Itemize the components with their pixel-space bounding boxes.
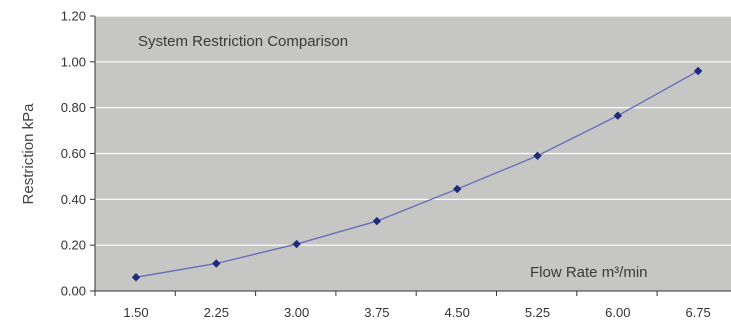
- x-tick-label: 3.00: [284, 305, 309, 320]
- x-tick-label: 6.75: [685, 305, 710, 320]
- data-point-marker: [533, 151, 542, 160]
- data-point-marker: [292, 239, 301, 249]
- data-point-marker: [131, 273, 141, 282]
- y-tick-label: 1.00: [61, 54, 86, 69]
- x-tick-label: 4.50: [445, 305, 470, 320]
- y-tick-label: 1.20: [61, 9, 86, 24]
- x-tick-label: 6.00: [605, 305, 630, 320]
- series-markers: [131, 66, 703, 282]
- y-tick-label: 0.60: [61, 146, 86, 161]
- y-tick-labels: 0.00 0.20 0.40 0.60 0.80 1.00 1.20: [61, 9, 95, 299]
- data-point-marker: [453, 184, 462, 194]
- series-line: [135, 70, 699, 278]
- grid: [95, 15, 731, 246]
- x-tick-label: 5.25: [525, 305, 550, 320]
- y-tick-label: 0.00: [61, 284, 86, 299]
- data-point-marker: [693, 66, 703, 76]
- data-point-marker: [613, 111, 622, 120]
- chart-title: System Restriction Comparison: [138, 33, 348, 50]
- x-tick-label: 2.25: [204, 305, 229, 320]
- data-point-marker: [212, 259, 221, 268]
- x-axis-label: Flow Rate m³/min: [530, 264, 648, 281]
- y-tick-label: 0.40: [61, 192, 86, 207]
- x-tick-label: 3.75: [364, 305, 389, 320]
- x-tick-labels: 1.50 2.25 3.00 3.75 4.50 5.25 6.00 6.75: [94, 291, 711, 320]
- data-point-marker: [372, 216, 382, 226]
- x-tick-label: 1.50: [123, 305, 148, 320]
- y-tick-label: 0.80: [61, 100, 86, 115]
- y-axis-label: Restriction kPa: [20, 103, 37, 205]
- y-tick-label: 0.20: [61, 238, 86, 253]
